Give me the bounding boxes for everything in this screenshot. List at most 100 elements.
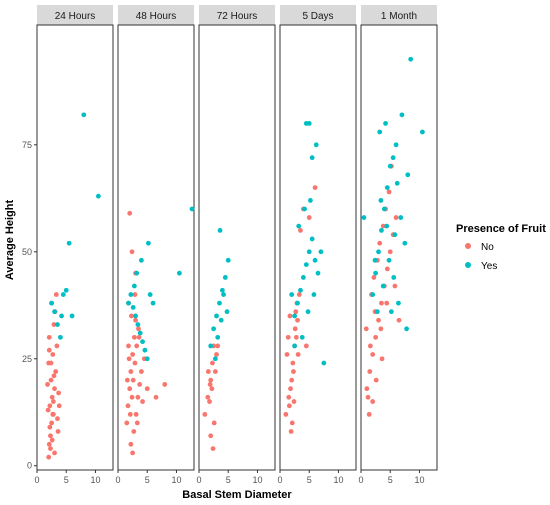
point-no bbox=[46, 441, 52, 447]
point-no bbox=[47, 403, 53, 409]
point-no bbox=[210, 446, 216, 452]
point-no bbox=[210, 360, 215, 366]
legend: Presence of Fruit No Yes bbox=[456, 223, 546, 272]
point-yes bbox=[55, 322, 60, 327]
point-yes bbox=[138, 257, 144, 263]
point-no bbox=[126, 356, 132, 362]
point-yes bbox=[386, 257, 392, 263]
point-yes bbox=[313, 142, 319, 148]
point-no bbox=[214, 352, 219, 357]
point-no bbox=[370, 352, 376, 357]
point-no bbox=[312, 185, 318, 190]
point-yes bbox=[315, 270, 321, 276]
point-no bbox=[377, 240, 383, 246]
point-yes bbox=[135, 322, 141, 327]
point-yes bbox=[393, 142, 399, 148]
point-no bbox=[212, 369, 218, 374]
point-no bbox=[208, 433, 214, 439]
point-yes bbox=[49, 300, 55, 306]
point-yes bbox=[394, 180, 400, 186]
point-no bbox=[132, 360, 138, 366]
point-no bbox=[365, 394, 371, 400]
point-yes bbox=[69, 313, 75, 319]
point-no bbox=[51, 322, 57, 327]
point-yes bbox=[130, 305, 136, 310]
point-no bbox=[135, 394, 141, 400]
point-no bbox=[370, 399, 376, 404]
x-tick-label: 0 bbox=[358, 475, 363, 485]
point-no bbox=[124, 377, 130, 383]
point-no bbox=[136, 334, 142, 340]
point-yes bbox=[380, 283, 386, 289]
facet-label-5-days: 5 Days bbox=[302, 11, 333, 22]
point-no bbox=[49, 420, 55, 426]
x-tick-label: 10 bbox=[333, 475, 343, 485]
facet-strip-72-hours bbox=[199, 5, 275, 25]
point-no bbox=[46, 334, 52, 340]
point-yes bbox=[299, 334, 305, 340]
point-no bbox=[289, 377, 295, 383]
point-yes bbox=[225, 257, 231, 263]
point-yes bbox=[390, 155, 396, 161]
point-no bbox=[205, 369, 211, 374]
point-yes bbox=[300, 275, 306, 280]
point-no bbox=[129, 313, 134, 319]
point-yes bbox=[306, 121, 312, 126]
point-no bbox=[128, 369, 134, 374]
point-no bbox=[283, 411, 289, 417]
point-no bbox=[363, 326, 369, 332]
point-yes bbox=[309, 236, 315, 242]
point-no bbox=[53, 369, 59, 374]
point-no bbox=[51, 373, 57, 379]
x-tick-label: 5 bbox=[388, 475, 393, 485]
point-no bbox=[56, 403, 62, 409]
point-no bbox=[396, 317, 402, 323]
x-tick-label: 5 bbox=[307, 475, 312, 485]
point-no bbox=[50, 399, 56, 404]
point-no bbox=[127, 210, 133, 216]
point-no bbox=[386, 189, 392, 195]
point-no bbox=[130, 450, 136, 456]
point-no bbox=[387, 249, 393, 255]
point-yes bbox=[292, 343, 298, 349]
x-tick-label: 10 bbox=[414, 475, 424, 485]
point-no bbox=[295, 352, 301, 357]
point-yes bbox=[296, 223, 302, 229]
point-no bbox=[127, 386, 133, 392]
point-no bbox=[292, 326, 298, 332]
point-yes bbox=[217, 300, 222, 306]
y-tick-label: 50 bbox=[22, 247, 32, 257]
point-yes bbox=[137, 330, 143, 336]
facet-strip-24-hours bbox=[37, 5, 113, 25]
point-yes bbox=[309, 155, 315, 161]
point-yes bbox=[379, 227, 384, 233]
point-no bbox=[373, 377, 379, 383]
point-yes bbox=[59, 313, 64, 319]
x-tick-label: 0 bbox=[115, 475, 120, 485]
point-no bbox=[289, 420, 295, 426]
point-yes bbox=[221, 292, 226, 297]
point-yes bbox=[402, 240, 408, 246]
facet-label-72-hours: 72 Hours bbox=[217, 11, 258, 22]
point-yes bbox=[289, 292, 295, 297]
point-yes bbox=[214, 313, 219, 319]
point-yes bbox=[405, 172, 411, 178]
y-axis-title: Average Height bbox=[4, 200, 16, 281]
point-yes bbox=[372, 257, 378, 263]
point-yes bbox=[215, 334, 221, 340]
point-no bbox=[133, 317, 138, 323]
point-no bbox=[303, 343, 309, 349]
point-yes bbox=[303, 262, 309, 268]
point-no bbox=[371, 275, 377, 280]
legend-swatch-yes bbox=[465, 262, 471, 268]
point-no bbox=[211, 420, 217, 426]
point-no bbox=[298, 227, 303, 233]
point-no bbox=[364, 386, 370, 392]
point-yes bbox=[133, 313, 138, 319]
point-no bbox=[52, 386, 57, 392]
point-yes bbox=[295, 300, 300, 306]
point-yes bbox=[384, 185, 390, 190]
point-no bbox=[49, 394, 55, 400]
point-no bbox=[209, 386, 215, 392]
x-tick-label: 5 bbox=[226, 475, 231, 485]
